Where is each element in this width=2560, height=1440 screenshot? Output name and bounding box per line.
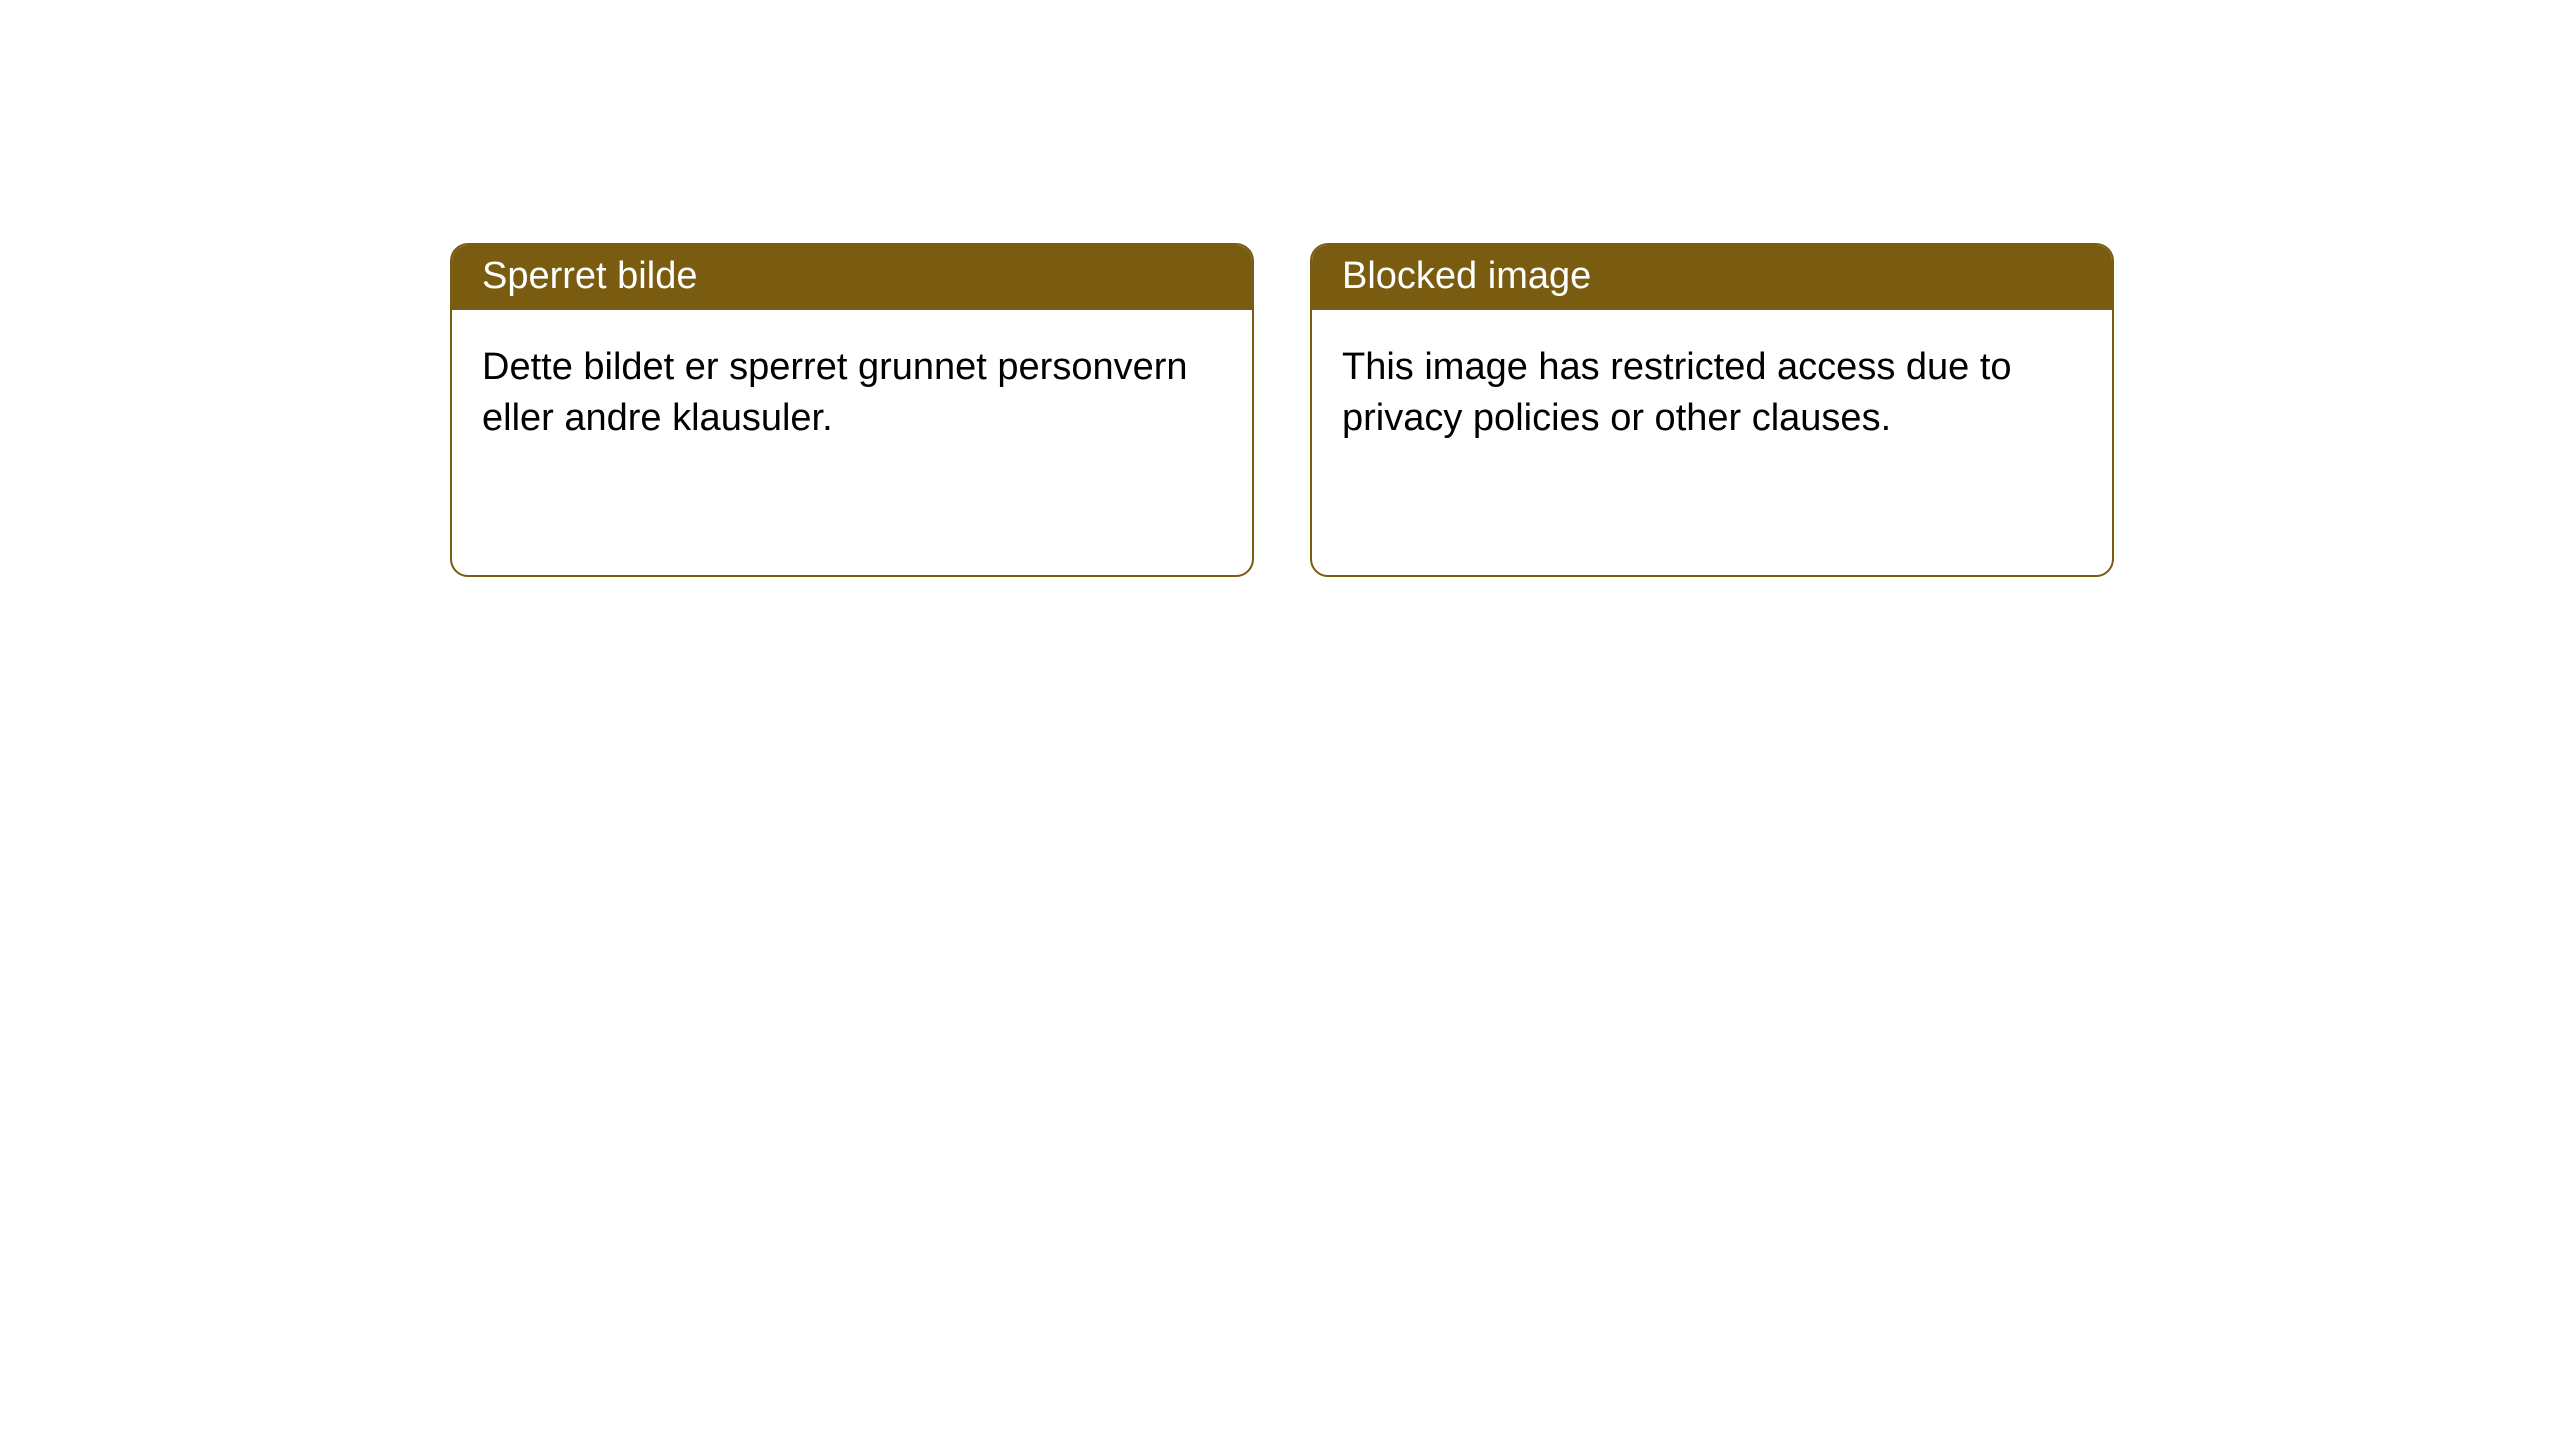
notice-container: Sperret bilde Dette bildet er sperret gr… — [0, 0, 2560, 577]
notice-card-english: Blocked image This image has restricted … — [1310, 243, 2114, 577]
notice-title-norwegian: Sperret bilde — [452, 245, 1252, 310]
notice-title-english: Blocked image — [1312, 245, 2112, 310]
notice-card-norwegian: Sperret bilde Dette bildet er sperret gr… — [450, 243, 1254, 577]
notice-body-norwegian: Dette bildet er sperret grunnet personve… — [452, 310, 1252, 477]
notice-body-english: This image has restricted access due to … — [1312, 310, 2112, 477]
